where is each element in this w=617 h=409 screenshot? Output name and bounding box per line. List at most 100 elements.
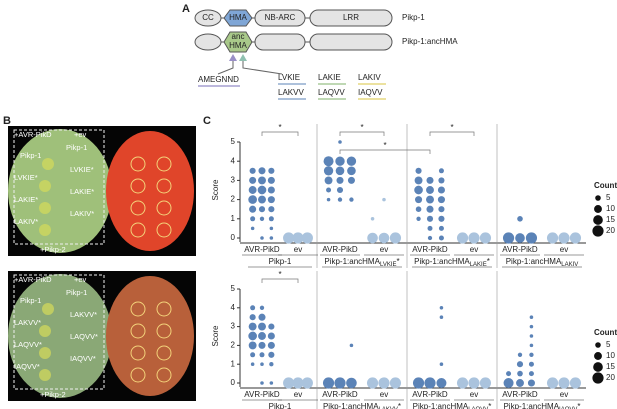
group-name: Pikp-1 — [269, 402, 292, 409]
dot — [529, 334, 534, 338]
dot — [424, 377, 436, 389]
condition-label: AVR-PikD — [502, 390, 538, 399]
y-tick-label: 0 — [231, 233, 236, 242]
infiltration-spot — [39, 347, 51, 359]
group-subscript: LAKVV — [379, 407, 398, 409]
dot — [438, 215, 445, 222]
photo-label: LAKIV* — [70, 209, 94, 218]
group-name: Pikp-1:ancHMA — [323, 402, 379, 409]
dot — [468, 232, 480, 244]
dot — [527, 379, 535, 387]
infiltration-spot — [130, 367, 146, 383]
dot — [415, 206, 422, 212]
dot — [336, 186, 344, 194]
dot — [389, 377, 402, 389]
group-label: Pikp-1:ancHMALAKIV — [506, 257, 579, 267]
photo-label: IAQVV* — [70, 354, 96, 363]
y-tick-label: 4 — [231, 156, 236, 165]
dot — [248, 322, 257, 331]
legend-dot — [594, 352, 602, 360]
dot — [529, 324, 534, 329]
dot — [326, 197, 331, 202]
dot — [456, 232, 469, 244]
photo-label: IAQVV* — [14, 362, 40, 371]
y-axis-label: Score — [211, 325, 220, 346]
photo-label: LVKIE* — [14, 173, 38, 182]
group-label: Pikp-1 — [269, 257, 292, 266]
dot — [250, 352, 256, 358]
photo-label: LAKIV* — [14, 217, 38, 226]
infiltration-spot — [130, 323, 146, 339]
condition-label: ev — [380, 390, 388, 399]
dot — [426, 205, 434, 213]
dot — [506, 371, 512, 377]
dot — [427, 225, 433, 231]
dot — [456, 377, 469, 389]
photo-label: LVKIE* — [70, 165, 94, 174]
dot — [258, 195, 266, 204]
group-suffix: * — [577, 402, 580, 409]
dot — [258, 313, 266, 321]
dot — [269, 381, 274, 385]
mutant-label: IAQVV — [358, 88, 383, 97]
significance-label: * — [278, 270, 281, 279]
domain-label: LRR — [343, 13, 359, 22]
mutant-label: LAKIE — [318, 73, 341, 82]
dot — [258, 341, 266, 349]
condition-label: ev — [294, 245, 302, 254]
group-suffix: * — [488, 402, 491, 409]
group-name: Pikp-1 — [269, 257, 292, 266]
domain-label: HMA — [229, 13, 247, 22]
y-tick-label: 4 — [231, 303, 236, 312]
condition-label: ev — [380, 245, 388, 254]
dot — [268, 323, 275, 330]
infiltration-spot — [39, 202, 51, 214]
dot — [439, 306, 444, 310]
condition-label: AVR-PikD — [322, 245, 358, 254]
dot — [558, 232, 570, 244]
dot — [283, 377, 295, 389]
dot — [248, 186, 257, 194]
infiltration-box — [13, 274, 105, 390]
legend-label: 5 — [606, 193, 611, 202]
condition-label: AVR-PikD — [412, 245, 448, 254]
dot — [267, 332, 275, 340]
infiltration-spot — [156, 345, 172, 361]
y-tick-label: 0 — [231, 378, 236, 387]
dot — [416, 216, 421, 221]
mutant-label: LAKIV — [358, 73, 381, 82]
infiltration-spot — [39, 325, 51, 337]
condition-label: AVR-PikD — [412, 390, 448, 399]
dot — [347, 166, 356, 176]
photo-label: LAKVV* — [70, 310, 97, 319]
significance-label: * — [450, 123, 453, 132]
y-axis-label: Score — [211, 179, 220, 200]
group-suffix: * — [398, 402, 401, 409]
dot — [502, 232, 515, 244]
legend-label: 10 — [606, 351, 615, 360]
infiltration-spot — [130, 345, 146, 361]
y-tick-label: 5 — [231, 137, 236, 146]
dot — [438, 206, 445, 213]
dot — [258, 176, 266, 185]
leaf-fluorescence — [106, 276, 194, 396]
cc-domain — [194, 9, 222, 27]
dot — [248, 195, 257, 204]
dot — [349, 197, 354, 202]
dot — [324, 176, 333, 185]
protein-label: Pikp-1:ancHMA — [402, 37, 458, 46]
infiltration-spot — [156, 200, 172, 216]
photo-label: +ev — [74, 130, 87, 139]
dot — [260, 362, 264, 366]
leaf-fluorescence — [106, 131, 194, 251]
dot — [269, 236, 274, 240]
dot — [529, 352, 534, 357]
protein-label: Pikp-1 — [402, 13, 425, 22]
dot — [415, 167, 422, 174]
condition-label: ev — [294, 390, 302, 399]
legend-label: 10 — [606, 204, 615, 213]
dot — [378, 232, 390, 244]
dot — [250, 226, 255, 231]
